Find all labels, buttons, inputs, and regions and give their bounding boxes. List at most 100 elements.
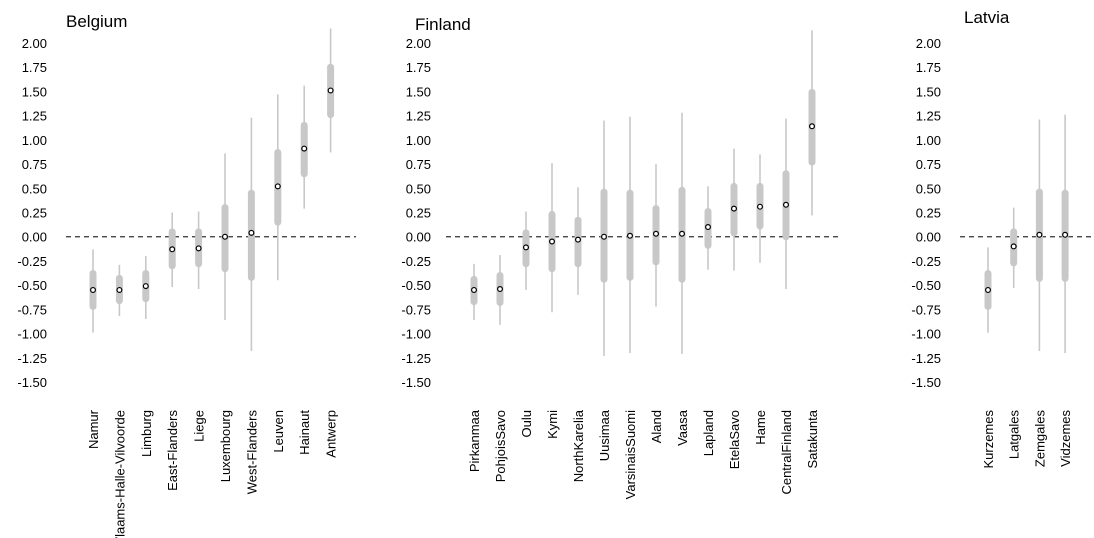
y-tick-label: -0.75 xyxy=(17,302,47,317)
category-label: Leuven xyxy=(271,410,286,453)
marks-belgium xyxy=(66,28,356,352)
y-tick-label: -1.50 xyxy=(401,375,431,390)
category-labels-finland: Pirkanmaa PohjoisSavo Oulu Kymi NorthKarelia… xyxy=(467,409,820,499)
y-tick-label: 2.00 xyxy=(916,36,941,51)
panel-title-belgium: Belgium xyxy=(66,12,127,31)
point-estimate xyxy=(327,87,334,94)
panel-title-latvia: Latvia xyxy=(964,8,1010,27)
marks-latvia xyxy=(960,114,1094,353)
y-tick-label: -1.00 xyxy=(401,327,431,342)
y-tick-label: -1.25 xyxy=(17,351,47,366)
y-tick-label: -0.50 xyxy=(17,278,47,293)
y-tick-label: 0.25 xyxy=(916,206,941,221)
point-estimate xyxy=(142,283,149,290)
point-estimate xyxy=(984,286,991,293)
y-tick-label: -0.25 xyxy=(17,254,47,269)
point-estimate xyxy=(301,145,308,152)
y-tick-label: 1.75 xyxy=(406,60,431,75)
y-tick-label: -1.25 xyxy=(911,351,941,366)
y-tick-label: 1.50 xyxy=(916,84,941,99)
category-label: Pirkanmaa xyxy=(467,409,482,472)
category-labels-latvia: Kurzemes Latgales Zemgales Vidzemes xyxy=(981,410,1073,469)
category-label: Oulu xyxy=(519,410,534,437)
point-estimate xyxy=(704,224,711,231)
y-tick-label: 1.00 xyxy=(916,133,941,148)
y-tick-label: 0.75 xyxy=(916,157,941,172)
category-label: Uusimaa xyxy=(597,409,612,461)
y-tick-label: -1.00 xyxy=(911,327,941,342)
category-label: Antwerp xyxy=(324,410,339,458)
point-estimate xyxy=(652,230,659,237)
y-tick-label: 1.25 xyxy=(22,109,47,124)
y-tick-label: -0.25 xyxy=(911,254,941,269)
category-label: Luxembourg xyxy=(218,410,233,482)
point-estimate xyxy=(497,286,504,293)
panel-belgium: Belgium 2.00 1.75 1.50 1.25 1.00 0.75 0.50 0.25… xyxy=(17,12,356,538)
y-tick-label: -0.50 xyxy=(911,278,941,293)
y-tick-label: 1.75 xyxy=(22,60,47,75)
point-estimate xyxy=(248,229,255,236)
category-label: Lapland xyxy=(701,410,716,456)
category-label: Liege xyxy=(192,410,207,442)
category-label: Aland xyxy=(649,410,664,443)
point-estimate xyxy=(574,236,581,243)
panel-latvia: Latvia 2.00 1.75 1.50 1.25 1.00 0.75 0.50 0.25 0… xyxy=(911,8,1094,469)
point-estimate xyxy=(548,238,555,245)
category-label: Latgales xyxy=(1007,410,1022,460)
category-label: West-Flanders xyxy=(244,410,259,495)
y-tick-label: -0.75 xyxy=(401,302,431,317)
y-tick-label: 0.00 xyxy=(22,230,47,245)
y-tick-label: 2.00 xyxy=(406,36,431,51)
category-labels-belgium: Namur Vlaams-Halle-Vilvoorde Limburg East-F… xyxy=(86,409,339,538)
point-estimate xyxy=(169,246,176,253)
y-tick-label: 0.50 xyxy=(22,181,47,196)
y-tick-label: 1.50 xyxy=(22,84,47,99)
point-estimate xyxy=(782,201,789,208)
y-tick-label: 1.25 xyxy=(916,109,941,124)
point-estimate xyxy=(522,244,529,251)
category-label: Kymi xyxy=(545,410,560,439)
point-estimate xyxy=(756,203,763,210)
y-tick-label: 1.75 xyxy=(916,60,941,75)
point-estimate xyxy=(471,286,478,293)
y-tick-label: 1.00 xyxy=(406,133,431,148)
y-tick-label: -1.00 xyxy=(17,327,47,342)
category-label: Vaasa xyxy=(675,409,690,446)
y-tick-label: -0.75 xyxy=(911,302,941,317)
y-axis-belgium: 2.00 1.75 1.50 1.25 1.00 0.75 0.50 0.25 0.00 -0.2… xyxy=(17,36,47,390)
point-estimate xyxy=(222,233,229,240)
y-tick-label: 1.25 xyxy=(406,109,431,124)
y-tick-label: 2.00 xyxy=(22,36,47,51)
y-tick-label: 0.00 xyxy=(406,230,431,245)
marks-finland xyxy=(446,30,842,356)
category-label: Namur xyxy=(86,409,101,449)
panel-finland: Finland 2.00 1.75 1.50 1.25 1.00 0.75 0.50 0.25… xyxy=(401,15,842,499)
category-label: Limburg xyxy=(139,410,154,457)
y-tick-label: 0.75 xyxy=(22,157,47,172)
point-estimate xyxy=(274,183,281,190)
y-tick-label: 1.00 xyxy=(22,133,47,148)
point-estimate xyxy=(626,232,633,239)
y-tick-label: 0.50 xyxy=(406,181,431,196)
category-label: NorthKarelia xyxy=(571,409,586,482)
y-tick-label: 0.25 xyxy=(22,206,47,221)
category-label: PohjoisSavo xyxy=(493,410,508,482)
y-tick-label: 0.75 xyxy=(406,157,431,172)
category-label: Vidzemes xyxy=(1058,410,1073,467)
category-label: Vlaams-Halle-Vilvoorde xyxy=(112,410,127,538)
y-tick-label: 1.50 xyxy=(406,84,431,99)
category-label: Kurzemes xyxy=(981,410,996,469)
panel-title-finland: Finland xyxy=(415,15,471,34)
category-label: Hainaut xyxy=(297,410,312,455)
category-label: East-Flanders xyxy=(165,410,180,491)
category-label: Zemgales xyxy=(1032,410,1047,468)
point-estimate xyxy=(1010,243,1017,250)
y-tick-label: -0.25 xyxy=(401,254,431,269)
y-tick-label: 0.00 xyxy=(916,230,941,245)
point-estimate xyxy=(600,233,607,240)
point-estimate xyxy=(195,245,202,252)
y-axis-finland: 2.00 1.75 1.50 1.25 1.00 0.75 0.50 0.25 0.00 -0.2… xyxy=(401,36,431,390)
point-estimate xyxy=(116,286,123,293)
y-axis-latvia: 2.00 1.75 1.50 1.25 1.00 0.75 0.50 0.25 0.00 -0.2… xyxy=(911,36,941,390)
